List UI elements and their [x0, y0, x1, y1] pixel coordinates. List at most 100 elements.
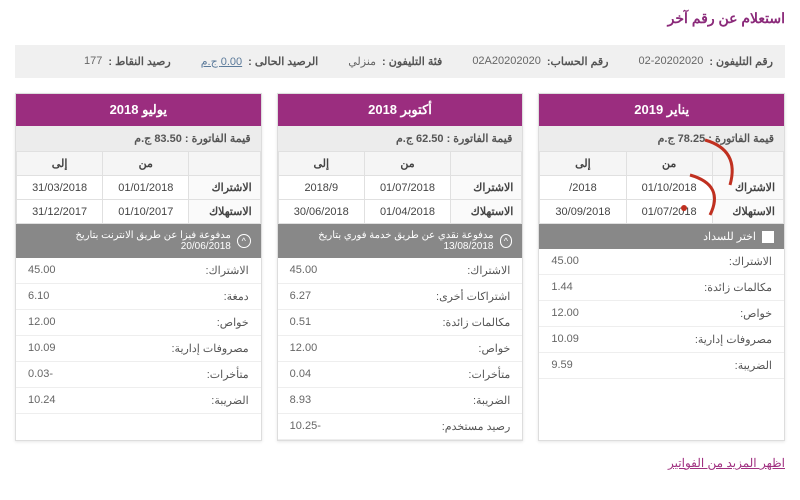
detail-label: متأخرات: [468, 368, 510, 381]
detail-label: الضريبة: [211, 394, 248, 407]
detail-value: 6.10 [28, 290, 49, 303]
detail-row: الاشتراك:45.00 [539, 249, 784, 275]
show-more-link[interactable]: اظهر المزيد من الفواتير [668, 456, 785, 470]
detail-label: مصروفات إدارية: [171, 342, 248, 355]
col-from: من [103, 152, 189, 176]
sub-from: 01/01/2018 [103, 176, 189, 200]
balance-label: الرصيد الحالى : [248, 55, 318, 68]
detail-label: الضريبة: [735, 359, 772, 372]
status-text: مدفوعة نقدي عن طريق خدمة فوري بتاريخ 13/… [288, 230, 494, 252]
col-from: من [364, 152, 450, 176]
detail-value: 0.51 [290, 316, 311, 329]
detail-value: 10.09 [551, 333, 579, 346]
category-value: منزلي [348, 55, 376, 68]
detail-value: 6.27 [290, 290, 311, 303]
detail-row: متأخرات: -0.03 [16, 362, 261, 388]
detail-value: 9.59 [551, 359, 572, 372]
select-label: اختر للسداد [703, 230, 756, 243]
balance-value[interactable]: 0.00 ج.م [201, 55, 242, 68]
detail-value: 10.09 [28, 342, 56, 355]
points-value: 177 [84, 55, 102, 68]
chevron-up-icon[interactable]: ^ [237, 234, 251, 248]
detail-label: مصروفات إدارية: [695, 333, 772, 346]
detail-label: مكالمات زائدة: [704, 281, 772, 294]
detail-value: 12.00 [290, 342, 318, 355]
row-consumption: الاستهلاك [712, 200, 783, 224]
sub-to: 31/03/2018 [16, 176, 102, 200]
detail-value: -0.03 [28, 368, 53, 381]
page-title: استعلام عن رقم آخر [15, 10, 785, 27]
detail-value: 10.24 [28, 394, 56, 407]
select-for-payment[interactable]: اختر للسداد [539, 224, 784, 249]
info-bar: رقم التليفون : 02-20202020 رقم الحساب: 02A… [15, 45, 785, 78]
detail-row: الاشتراك:45.00 [278, 258, 523, 284]
detail-row: الضريبة: 10.24 [16, 388, 261, 414]
detail-value: 1.44 [551, 281, 572, 294]
checkbox-icon[interactable] [762, 231, 774, 243]
detail-row: اشتراكات أخرى: 6.27 [278, 284, 523, 310]
card-month: أكتوبر 2018 [278, 94, 523, 126]
row-subscription: الاشتراك [712, 176, 783, 200]
detail-value: 0.04 [290, 368, 311, 381]
detail-value: 12.00 [551, 307, 579, 320]
cons-to: 30/06/2018 [278, 200, 364, 224]
detail-row: الضريبة: 9.59 [539, 353, 784, 379]
detail-row: دمغة: 6.10 [16, 284, 261, 310]
cons-from: 01/07/2018 [626, 200, 712, 224]
account-value: 02A20202020 [472, 55, 541, 68]
row-consumption: الاستهلاك [189, 200, 260, 224]
col-to: إلى [16, 152, 102, 176]
cons-to: 31/12/2017 [16, 200, 102, 224]
card-month: يوليو 2018 [16, 94, 261, 126]
card-month: يناير 2019 [539, 94, 784, 126]
col-to: إلى [540, 152, 626, 176]
account-label: رقم الحساب: [547, 55, 609, 68]
detail-row: مكالمات زائدة: 0.51 [278, 310, 523, 336]
col-to: إلى [278, 152, 364, 176]
card-amount: قيمة الفاتورة : 78.25 ج.م [539, 126, 784, 151]
detail-value: 12.00 [28, 316, 56, 329]
detail-row: خواص: 12.00 [539, 301, 784, 327]
cons-to: 30/09/2018 [540, 200, 626, 224]
detail-label: الاشتراك: [467, 264, 510, 277]
detail-label: مكالمات زائدة: [443, 316, 511, 329]
row-consumption: الاستهلاك [451, 200, 522, 224]
detail-row: رصيد مستخدم:-10.25 [278, 414, 523, 440]
detail-value: 45.00 [551, 255, 579, 268]
status-text: مدفوعة فيزا عن طريق الانترنت بتاريخ 20/0… [26, 230, 231, 252]
detail-row: مصروفات إدارية: 10.09 [16, 336, 261, 362]
col-from: من [626, 152, 712, 176]
cons-from: 01/10/2017 [103, 200, 189, 224]
chevron-up-icon[interactable]: ^ [500, 234, 513, 248]
bill-card: يناير 2019 قيمة الفاتورة : 78.25 ج.م منإ… [538, 93, 785, 441]
detail-label: خواص: [478, 342, 510, 355]
detail-label: خواص: [740, 307, 772, 320]
category-label: فئة التليفون : [382, 55, 442, 68]
sub-to: 2018/ [540, 176, 626, 200]
detail-row: مكالمات زائدة: 1.44 [539, 275, 784, 301]
phone-label: رقم التليفون : [709, 55, 773, 68]
detail-value: 45.00 [28, 264, 56, 277]
sub-from: 01/10/2018 [626, 176, 712, 200]
detail-label: دمغة: [224, 290, 249, 303]
card-amount: قيمة الفاتورة : 62.50 ج.م [278, 126, 523, 151]
detail-value: 8.93 [290, 394, 311, 407]
detail-row: الضريبة: 8.93 [278, 388, 523, 414]
detail-label: اشتراكات أخرى: [436, 290, 510, 303]
detail-value: -10.25 [290, 420, 321, 433]
phone-value: 02-20202020 [638, 55, 703, 68]
period-table: منإلى الاشتراك01/10/20182018/ الاستهلاك0… [539, 151, 784, 224]
detail-row: متأخرات: 0.04 [278, 362, 523, 388]
cons-from: 01/04/2018 [364, 200, 450, 224]
detail-label: الاشتراك: [206, 264, 249, 277]
period-table: منإلى الاشتراك01/07/20182018/9 الاستهلاك… [278, 151, 523, 224]
detail-row: الاشتراك: 45.00 [16, 258, 261, 284]
points-label: رصيد النقاط : [108, 55, 170, 68]
detail-row: مصروفات إدارية: 10.09 [539, 327, 784, 353]
detail-label: الضريبة: [473, 394, 510, 407]
detail-label: خواص: [217, 316, 249, 329]
sub-to: 2018/9 [278, 176, 364, 200]
row-subscription: الاشتراك [189, 176, 260, 200]
detail-label: متأخرات: [207, 368, 249, 381]
row-subscription: الاشتراك [451, 176, 522, 200]
